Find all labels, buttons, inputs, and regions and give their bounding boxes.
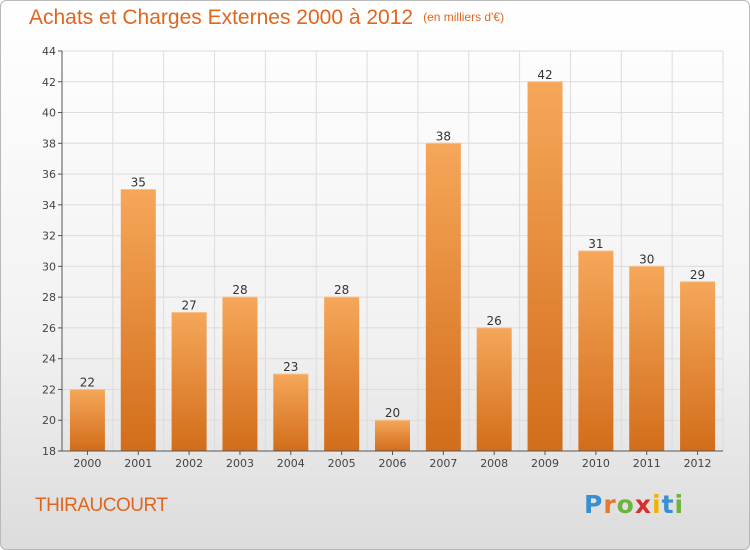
chart-title: Achats et Charges Externes 2000 à 2012 (e…: [29, 6, 504, 30]
data-label: 22: [80, 375, 95, 389]
data-label: 28: [232, 283, 247, 297]
x-tick-label: 2012: [684, 457, 712, 470]
data-label: 29: [690, 268, 705, 282]
x-tick-label: 2007: [429, 457, 457, 470]
bar: [425, 143, 461, 452]
data-label: 26: [487, 314, 502, 328]
y-tick-label: 32: [42, 230, 56, 243]
bar: [171, 312, 207, 451]
data-label: 42: [537, 68, 552, 82]
data-label: 38: [436, 129, 451, 143]
x-tick-label: 2003: [226, 457, 254, 470]
commune-name: THIRAUCOURT: [35, 495, 168, 516]
bar: [476, 327, 512, 451]
x-tick-label: 2011: [633, 457, 661, 470]
bar: [578, 251, 614, 451]
y-tick-label: 26: [42, 322, 56, 335]
x-tick-label: 2005: [328, 457, 356, 470]
x-tick-label: 2006: [379, 457, 407, 470]
logo-letter: r: [603, 490, 617, 519]
bar: [120, 189, 156, 451]
bar: [629, 266, 665, 451]
x-tick-label: 2010: [582, 457, 610, 470]
data-label: 20: [385, 406, 400, 420]
y-tick-label: 28: [42, 291, 56, 304]
x-tick-label: 2009: [531, 457, 559, 470]
data-label: 27: [181, 299, 196, 313]
data-label: 30: [639, 252, 654, 266]
logo-letter: x: [634, 490, 652, 519]
data-label: 35: [131, 175, 146, 189]
bar: [527, 81, 563, 452]
logo-letter: i: [652, 490, 662, 519]
bar: [680, 281, 716, 451]
title-text: Achats et Charges Externes 2000 à 2012: [29, 6, 414, 29]
bar: [273, 374, 309, 451]
proxiti-logo: Proxiti: [584, 490, 684, 519]
y-tick-label: 20: [42, 414, 56, 427]
y-tick-label: 44: [42, 45, 56, 58]
y-tick-label: 18: [42, 445, 56, 458]
logo-letter: t: [661, 490, 675, 519]
bar: [324, 297, 360, 451]
data-label: 23: [283, 360, 298, 374]
y-tick-label: 36: [42, 168, 56, 181]
logo-letter: o: [616, 490, 635, 519]
x-tick-label: 2000: [73, 457, 101, 470]
x-tick-label: 2001: [124, 457, 152, 470]
data-label: 28: [334, 283, 349, 297]
y-tick-label: 38: [42, 137, 56, 150]
x-tick-label: 2008: [480, 457, 508, 470]
logo-letter: i: [674, 490, 685, 519]
x-tick-label: 2004: [277, 457, 305, 470]
y-tick-label: 24: [42, 353, 56, 366]
data-label: 31: [588, 237, 603, 251]
logo-letter: P: [584, 490, 604, 519]
y-tick-label: 42: [42, 76, 56, 89]
unit-label: (en milliers d'€): [423, 10, 505, 24]
bar: [222, 297, 258, 451]
y-tick-label: 22: [42, 383, 56, 396]
bar: [375, 420, 410, 451]
x-tick-label: 2002: [175, 457, 203, 470]
bar: [69, 389, 105, 451]
y-tick-label: 30: [42, 260, 56, 273]
y-tick-label: 34: [42, 199, 56, 212]
y-tick-label: 40: [42, 107, 56, 120]
